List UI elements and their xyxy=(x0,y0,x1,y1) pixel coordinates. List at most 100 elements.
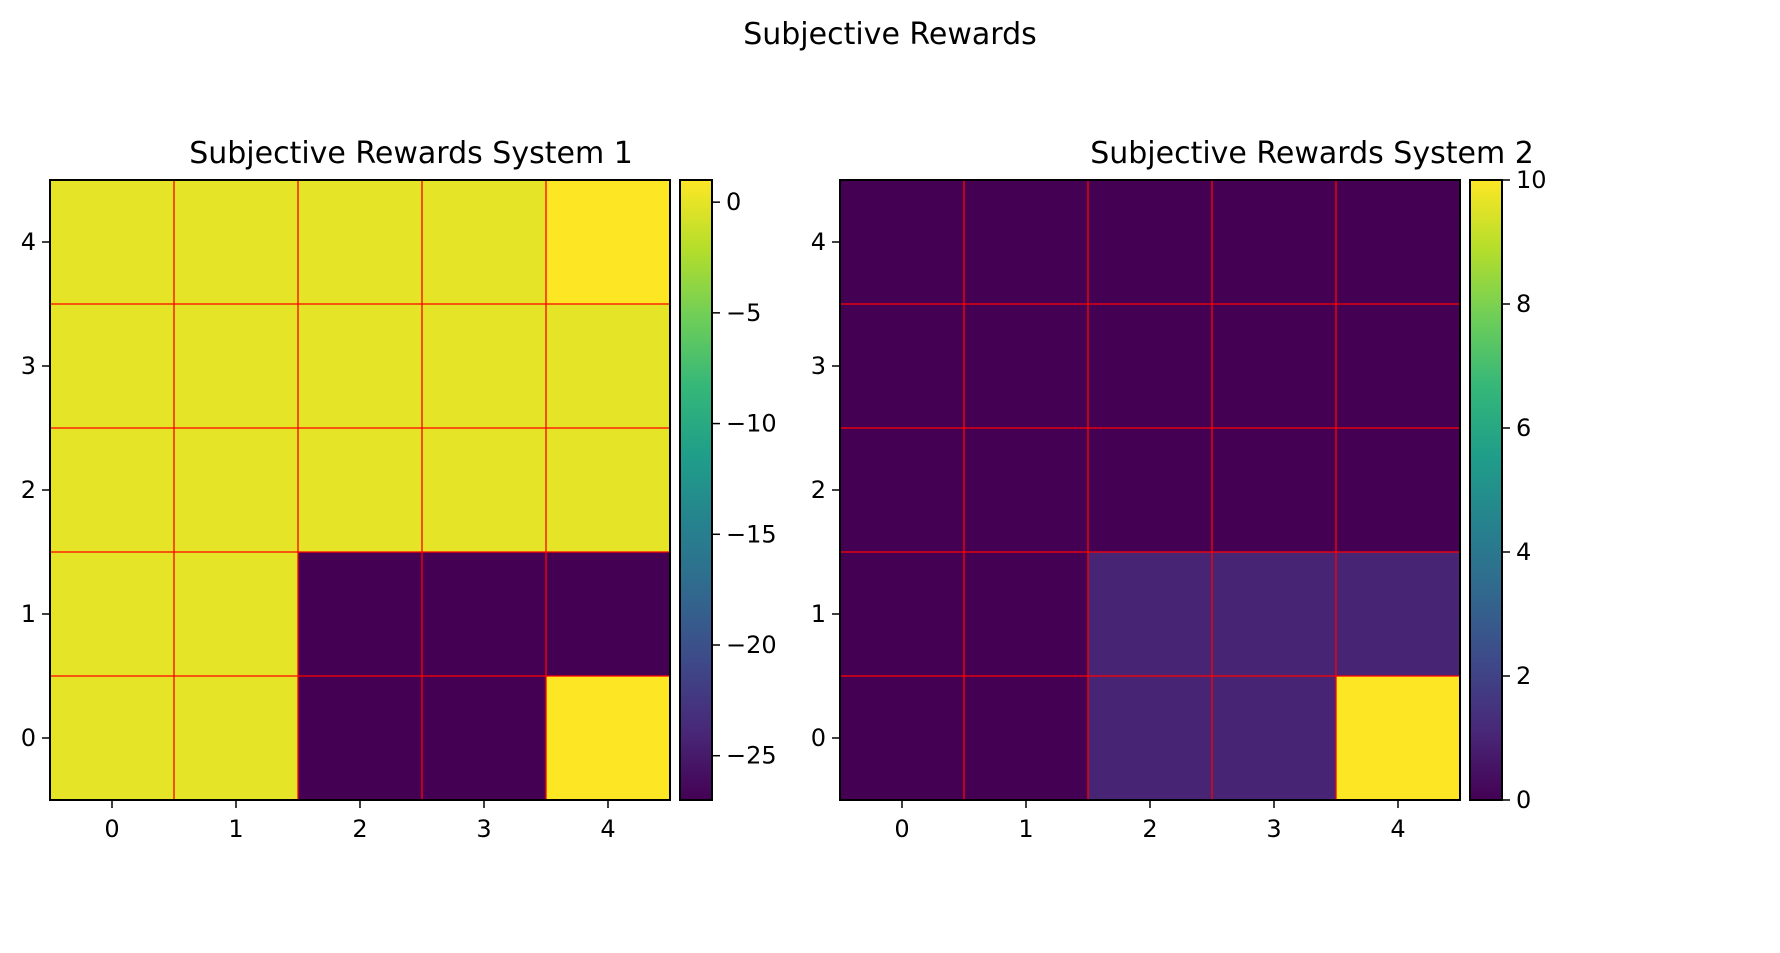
colorbar-system-2: 0 2 4 6 8 10 xyxy=(1469,166,1547,814)
heatmap-cell-r3-c2 xyxy=(298,304,423,429)
colorbar-tick-label: 8 xyxy=(1516,290,1531,318)
y-tick-label: 3 xyxy=(21,352,36,380)
heatmap-cell-r2-c4 xyxy=(546,428,671,553)
y-tick-label: 0 xyxy=(21,724,36,752)
heatmap-cells-system-1 xyxy=(50,180,671,801)
heatmap-cell-r4-c4 xyxy=(1336,180,1461,305)
heatmap-cell-r2-c2 xyxy=(1088,428,1213,553)
x-tick-label: 2 xyxy=(352,815,367,843)
heatmap-cell-r2-c0 xyxy=(840,428,965,553)
colorbar-tick-label: 10 xyxy=(1516,166,1547,194)
heatmap-cell-r4-c2 xyxy=(298,180,423,305)
heatmap-cell-r4-c3 xyxy=(1212,180,1337,305)
heatmap-cell-r3-c3 xyxy=(1212,304,1337,429)
heatmap-cell-r1-c1 xyxy=(964,552,1089,677)
colorbar-tick-label: −10 xyxy=(726,410,777,438)
heatmap-cell-r3-c1 xyxy=(174,304,299,429)
heatmap-cell-r3-c1 xyxy=(964,304,1089,429)
x-axis-system-2: 0 1 2 3 4 xyxy=(894,800,1406,843)
x-tick-label: 2 xyxy=(1142,815,1157,843)
heatmap-cell-r3-c2 xyxy=(1088,304,1213,429)
heatmap-cell-r2-c4 xyxy=(1336,428,1461,553)
x-tick-label: 1 xyxy=(228,815,243,843)
heatmap-cell-r3-c0 xyxy=(840,304,965,429)
colorbar-tick-label: 0 xyxy=(1516,786,1531,814)
y-tick-label: 2 xyxy=(21,476,36,504)
heatmap-cell-r1-c3 xyxy=(422,552,547,677)
heatmap-cell-r1-c4 xyxy=(1336,552,1461,677)
grid-lines-system-2 xyxy=(840,180,1460,800)
y-tick-label: 4 xyxy=(21,228,36,256)
x-tick-label: 0 xyxy=(894,815,909,843)
colorbar-tick-label: 4 xyxy=(1516,538,1531,566)
colorbar-tick-label: −25 xyxy=(726,742,777,770)
heatmap-cell-r4-c3 xyxy=(422,180,547,305)
heatmap-cell-r0-c1 xyxy=(964,676,1089,801)
heatmap-cell-r1-c0 xyxy=(50,552,175,677)
heatmap-cell-r0-c2 xyxy=(1088,676,1213,801)
x-tick-label: 4 xyxy=(600,815,615,843)
colorbar-system-1: 0 −5 −10 −15 −20 −25 xyxy=(679,179,777,801)
chart-title-system-1: Subjective Rewards System 1 xyxy=(189,136,633,171)
y-tick-label: 4 xyxy=(811,228,826,256)
heatmap-cell-r0-c2 xyxy=(298,676,423,801)
y-tick-label: 3 xyxy=(811,352,826,380)
heatmap-cell-r3-c4 xyxy=(1336,304,1461,429)
colorbar-tick-label: 0 xyxy=(726,188,741,216)
y-tick-label: 1 xyxy=(21,600,36,628)
y-tick-label: 0 xyxy=(811,724,826,752)
x-tick-label: 0 xyxy=(104,815,119,843)
heatmap-cell-r1-c4 xyxy=(546,552,671,677)
heatmap-cell-r0-c1 xyxy=(174,676,299,801)
heatmap-cell-r0-c0 xyxy=(50,676,175,801)
heatmap-cell-r0-c4 xyxy=(546,676,671,801)
y-axis-system-1: 0 1 2 3 4 xyxy=(21,228,50,752)
grid-lines-system-1 xyxy=(50,180,670,800)
heatmap-cell-r2-c0 xyxy=(50,428,175,553)
x-tick-label: 1 xyxy=(1018,815,1033,843)
colorbar-gradient xyxy=(1469,179,1503,801)
colorbar-tick-label: −20 xyxy=(726,631,777,659)
heatmap-cell-r4-c0 xyxy=(50,180,175,305)
colorbar-tick-label: −15 xyxy=(726,520,777,548)
colorbar-gradient xyxy=(679,179,713,801)
heatmap-cell-r0-c3 xyxy=(1212,676,1337,801)
figure-suptitle: Subjective Rewards xyxy=(743,17,1037,52)
chart-title-system-2: Subjective Rewards System 2 xyxy=(1090,136,1534,171)
heatmap-cell-r2-c2 xyxy=(298,428,423,553)
x-tick-label: 3 xyxy=(1266,815,1281,843)
heatmap-cell-r2-c3 xyxy=(422,428,547,553)
y-axis-system-2: 0 1 2 3 4 xyxy=(811,228,840,752)
heatmap-cell-r0-c0 xyxy=(840,676,965,801)
heatmap-cell-r2-c3 xyxy=(1212,428,1337,553)
heatmap-cell-r1-c2 xyxy=(1088,552,1213,677)
heatmap-cell-r1-c1 xyxy=(174,552,299,677)
heatmap-cell-r4-c2 xyxy=(1088,180,1213,305)
colorbar-tick-label: −5 xyxy=(726,299,761,327)
heatmap-cell-r3-c0 xyxy=(50,304,175,429)
colorbar-tick-label: 2 xyxy=(1516,662,1531,690)
colorbar-tick-label: 6 xyxy=(1516,414,1531,442)
x-axis-system-1: 0 1 2 3 4 xyxy=(104,800,616,843)
heatmap-cell-r1-c3 xyxy=(1212,552,1337,677)
heatmap-cell-r0-c3 xyxy=(422,676,547,801)
heatmap-cells-system-2 xyxy=(840,180,1461,801)
heatmap-cell-r3-c4 xyxy=(546,304,671,429)
x-tick-label: 3 xyxy=(476,815,491,843)
x-tick-label: 4 xyxy=(1390,815,1405,843)
heatmap-cell-r1-c2 xyxy=(298,552,423,677)
y-tick-label: 2 xyxy=(811,476,826,504)
heatmap-cell-r4-c0 xyxy=(840,180,965,305)
heatmap-cell-r4-c1 xyxy=(174,180,299,305)
heatmap-cell-r2-c1 xyxy=(964,428,1089,553)
heatmap-cell-r4-c4 xyxy=(546,180,671,305)
heatmap-cell-r4-c1 xyxy=(964,180,1089,305)
heatmap-cell-r2-c1 xyxy=(174,428,299,553)
heatmap-cell-r3-c3 xyxy=(422,304,547,429)
heatmap-cell-r1-c0 xyxy=(840,552,965,677)
heatmap-cell-r0-c4 xyxy=(1336,676,1461,801)
y-tick-label: 1 xyxy=(811,600,826,628)
